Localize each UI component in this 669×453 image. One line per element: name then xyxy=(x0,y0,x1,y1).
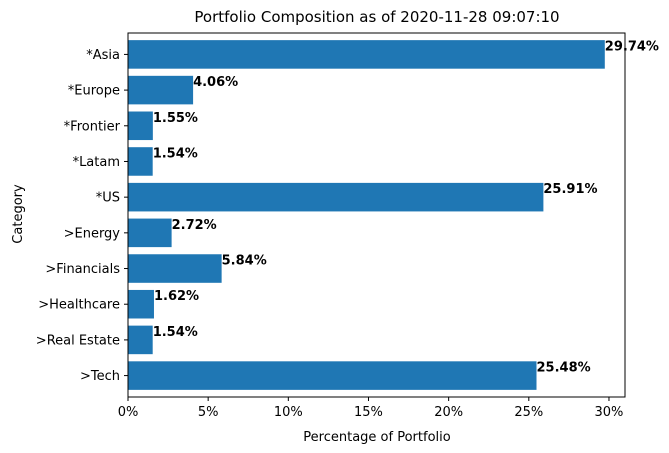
bar-7 xyxy=(128,289,154,319)
x-tick-label-1: 5% xyxy=(198,405,219,420)
data-label-4: 25.91% xyxy=(543,182,597,197)
x-tick-label-6: 30% xyxy=(595,405,624,420)
data-label-9: 25.48% xyxy=(537,361,591,376)
x-tick-label-5: 25% xyxy=(514,405,543,420)
y-tick-label-2: *Frontier xyxy=(64,119,121,134)
bar-3 xyxy=(128,147,153,176)
y-tick-label-1: *Europe xyxy=(68,84,120,99)
data-label-0: 29.74% xyxy=(605,39,659,54)
y-tick-label-3: *Latam xyxy=(73,155,120,170)
bar-5 xyxy=(128,218,172,248)
bars-group: 29.74% 4.06% 1.55% 1.54% 25.91% 2.72% 5.84% 1.6… xyxy=(128,39,659,390)
y-tick-label-4: *US xyxy=(96,191,120,206)
chart-title: Portfolio Composition as of 2020-11-28 0… xyxy=(194,8,559,26)
data-label-5: 2.72% xyxy=(172,218,217,233)
bar-0 xyxy=(128,40,605,69)
bar-6 xyxy=(128,254,222,283)
data-label-8: 1.54% xyxy=(153,325,198,340)
y-axis-ticks: *Asia *Europe *Frontier *Latam *US >Energy >Fi… xyxy=(36,48,128,384)
bar-4 xyxy=(128,182,544,212)
data-label-7: 1.62% xyxy=(154,289,199,304)
y-tick-label-0: *Asia xyxy=(86,48,120,63)
plot-frame xyxy=(127,32,626,398)
y-tick-label-6: >Financials xyxy=(45,262,120,277)
data-label-2: 1.55% xyxy=(153,111,198,126)
y-axis-title: Category xyxy=(11,184,26,244)
x-tick-label-3: 15% xyxy=(354,405,383,420)
bar-2 xyxy=(128,111,153,141)
x-axis-ticks: 0% 5% 10% 15% 20% 25% 30% xyxy=(118,397,624,420)
data-label-6: 5.84% xyxy=(222,254,267,269)
bar-1 xyxy=(128,75,194,105)
x-tick-label-4: 20% xyxy=(434,405,463,420)
x-tick-label-0: 0% xyxy=(118,405,139,420)
data-label-3: 1.54% xyxy=(153,146,198,161)
y-tick-label-7: >Healthcare xyxy=(38,298,120,313)
x-tick-label-2: 10% xyxy=(274,405,303,420)
y-tick-label-5: >Energy xyxy=(64,226,121,241)
bar-8 xyxy=(128,325,153,355)
data-label-1: 4.06% xyxy=(193,75,238,90)
y-tick-label-8: >Real Estate xyxy=(36,333,120,348)
x-axis-title: Percentage of Portfolio xyxy=(303,430,450,445)
y-tick-label-9: >Tech xyxy=(80,369,120,384)
bar-9 xyxy=(128,361,537,390)
